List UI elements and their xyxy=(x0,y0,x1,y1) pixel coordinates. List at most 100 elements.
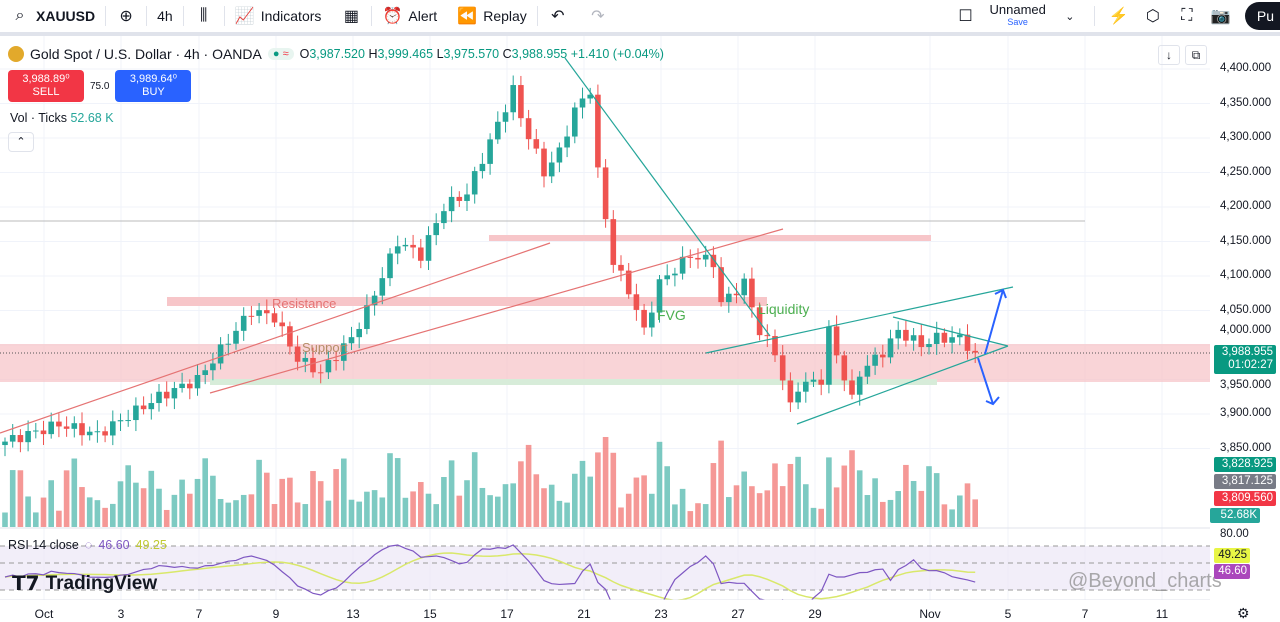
price-label: 4,400.000 xyxy=(1220,62,1272,74)
candle xyxy=(710,246,717,279)
rsi-settings-icon[interactable]: ◌ xyxy=(84,538,93,552)
candle xyxy=(502,104,509,133)
price-label: 4,150.000 xyxy=(1220,234,1272,247)
volume-bar xyxy=(371,490,378,527)
time-label: 11 xyxy=(1155,607,1169,621)
volume-bar xyxy=(110,503,116,527)
chart-type-button[interactable]: ⫼ xyxy=(184,0,224,32)
volume-bar xyxy=(518,461,524,527)
alert-button[interactable]: ⏰ Alert xyxy=(382,8,438,25)
candle xyxy=(625,262,632,299)
sell-button[interactable]: 3,988.89⁰ SELL xyxy=(8,70,84,102)
undo-button[interactable]: ↶ xyxy=(538,0,578,32)
settings-gear-icon[interactable]: ⚙ xyxy=(1237,605,1250,621)
candle xyxy=(610,210,617,273)
candle xyxy=(71,416,78,438)
candle xyxy=(9,424,16,448)
volume-bar xyxy=(133,482,139,527)
volume-bar xyxy=(163,509,170,527)
divider xyxy=(536,6,538,26)
candle xyxy=(471,166,478,204)
indicators-button[interactable]: 📈 Indicators xyxy=(234,8,322,25)
volume-bar xyxy=(279,478,285,527)
candle xyxy=(541,141,547,188)
symbol-title[interactable]: Gold Spot / U.S. Dollar · 4h · OANDA xyxy=(30,46,262,62)
divider xyxy=(146,6,148,26)
symbol-search[interactable]: ⌕ XAUUSD xyxy=(0,0,105,32)
candle xyxy=(225,333,232,356)
volume-bar xyxy=(86,497,93,527)
volume-bar xyxy=(564,502,570,527)
candle xyxy=(949,326,955,354)
camera-icon[interactable]: 📷 xyxy=(1210,8,1231,25)
candle xyxy=(448,186,455,223)
templates-button[interactable]: ▦ xyxy=(331,0,371,32)
volume-bar xyxy=(2,512,8,527)
publish-button[interactable]: Pu xyxy=(1244,2,1280,30)
price-axis[interactable]: 3,850.000 3,900.000 3,950.000 4,000.000 4,05… xyxy=(1210,36,1280,600)
interval-button[interactable]: 4h xyxy=(157,8,173,24)
ohlc-values: O3,987.520 H3,999.465 L3,975.570 C3,988.… xyxy=(299,47,664,61)
volume-bar xyxy=(510,483,516,527)
fvg-label: FVG xyxy=(657,307,686,323)
candle xyxy=(133,397,139,432)
divider xyxy=(182,6,184,26)
replay-button[interactable]: ⏪ Replay xyxy=(457,8,527,25)
candle xyxy=(294,335,301,371)
scroll-down-button[interactable]: ↓ xyxy=(1158,45,1180,65)
volume-bar xyxy=(841,465,848,527)
support-label: Support xyxy=(302,340,348,355)
quick-search-icon[interactable]: ⚡ xyxy=(1108,8,1129,25)
chevron-down-icon[interactable]: ⌄ xyxy=(1065,10,1075,23)
candle xyxy=(2,437,8,457)
candle xyxy=(271,307,278,328)
buy-button[interactable]: 3,989.64⁰ BUY xyxy=(115,70,192,102)
top-toolbar: ⌕ XAUUSD ⊕ 4h ⫼ 📈 Indicators ▦ ⏰ Alert ⏪ Rep… xyxy=(0,0,1280,36)
candle xyxy=(148,393,155,420)
volume-bar xyxy=(48,480,54,527)
candle xyxy=(841,350,848,392)
price-label: 3,900.000 xyxy=(1220,407,1272,419)
candle xyxy=(287,321,293,355)
volume-bar xyxy=(194,478,201,527)
candle xyxy=(849,369,855,400)
redo-button[interactable]: ↷ xyxy=(578,0,618,32)
collapse-legend-button[interactable]: ⌃ xyxy=(8,132,34,152)
volume-bar xyxy=(187,493,193,527)
candle xyxy=(487,133,493,175)
fullscreen-icon[interactable]: ⛶ xyxy=(1181,7,1193,24)
candle xyxy=(649,301,655,337)
candle xyxy=(256,303,262,324)
volume-bar xyxy=(479,487,486,527)
candle xyxy=(425,226,432,270)
candle xyxy=(602,159,609,228)
compare-button[interactable]: ⊕ xyxy=(106,0,146,32)
layout-checkbox-icon[interactable]: ☐ xyxy=(958,8,973,25)
candle xyxy=(733,282,740,304)
price-chart[interactable]: Resistance Support FVG Liquidity xyxy=(0,36,1210,600)
candle xyxy=(972,342,978,363)
settings-icon[interactable]: ⬡ xyxy=(1145,8,1160,25)
layout-name-button[interactable]: Unnamed Save xyxy=(989,2,1046,27)
candle xyxy=(163,381,170,407)
time-label: 17 xyxy=(500,607,514,621)
rsi-tag: 46.60 xyxy=(1214,564,1250,579)
volume-bar xyxy=(664,466,670,527)
candle xyxy=(302,351,309,373)
candle xyxy=(40,420,47,445)
candle xyxy=(394,235,401,265)
candle xyxy=(957,328,963,346)
tradingview-logo[interactable]: 𝗧𝟳 TradingView xyxy=(12,572,158,596)
time-axis[interactable]: Oct 3 7 9 13 15 17 21 23 27 29 Nov 5 7 11 xyxy=(0,600,1280,622)
candle xyxy=(548,151,555,184)
volume-bar xyxy=(56,510,62,527)
rsi-legend: RSI 14 close ◌ 46.60 49.25 xyxy=(8,538,167,552)
candle xyxy=(441,203,447,230)
volume-bar xyxy=(679,488,686,527)
restore-button[interactable]: ⧉ xyxy=(1185,45,1207,65)
candle xyxy=(618,255,624,282)
indicators-icon: 📈 xyxy=(234,8,255,25)
trendline-down xyxy=(564,57,771,337)
price-label: 4,050.000 xyxy=(1220,303,1272,316)
candles xyxy=(2,75,978,457)
